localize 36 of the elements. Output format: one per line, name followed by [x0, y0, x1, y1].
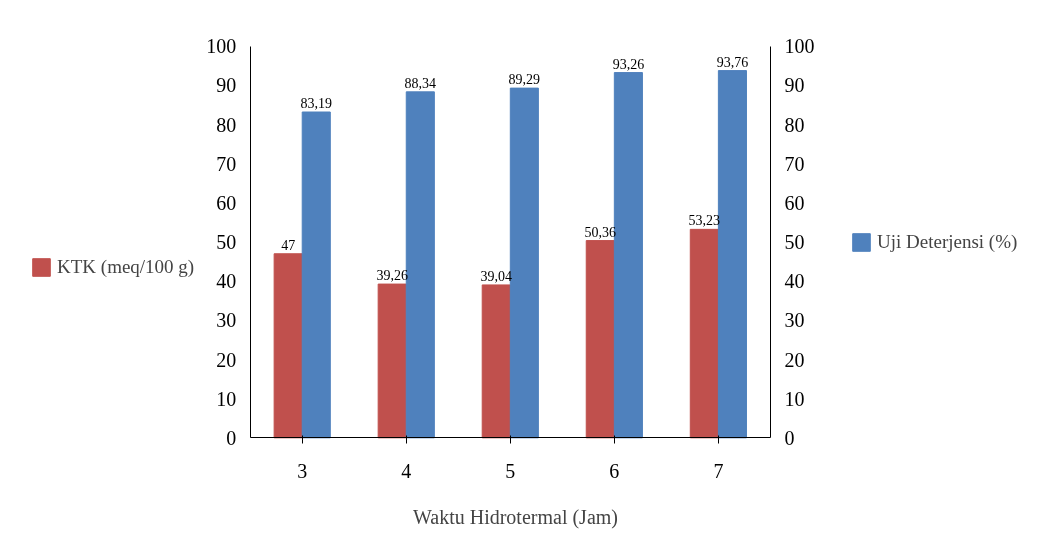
x-tick-label: 6: [609, 459, 620, 482]
y-tick-label: 90: [216, 74, 237, 97]
y-tick-label: 40: [216, 270, 237, 293]
y-tick-label: 50: [216, 231, 237, 253]
y2-tick-label: 40: [784, 270, 805, 293]
legend-label: Uji Deterjensi (%): [877, 231, 1018, 253]
legend-label: KTK (meq/100 g): [57, 256, 195, 278]
data-label: 93,76: [716, 54, 749, 70]
y2-tick-label: 70: [784, 152, 805, 175]
x-axis-title: Waktu Hidrotermal (Jam): [413, 505, 618, 529]
y-tick-label: 100: [206, 35, 237, 58]
y-tick-label: 20: [216, 348, 237, 371]
y-tick-label: 10: [216, 387, 237, 410]
x-tick-label: 7: [713, 459, 724, 482]
y-tick-label: 70: [216, 152, 237, 175]
y2-tick-label: 60: [784, 191, 805, 214]
y2-tick-label: 30: [784, 309, 805, 332]
data-label: 88,34: [404, 75, 437, 91]
y2-tick-label: 10: [784, 387, 805, 410]
y2-tick-label: 0: [784, 426, 795, 449]
x-tick-label: 3: [297, 459, 308, 482]
y2-tick-label: 50: [784, 231, 805, 253]
data-label: 83,19: [300, 96, 333, 112]
y2-tick-label: 80: [784, 113, 805, 136]
data-label: 47: [281, 237, 296, 253]
y-tick-label: 30: [216, 309, 237, 332]
y-tick-label: 60: [216, 191, 237, 214]
data-label: 89,29: [508, 72, 541, 88]
x-tick-label: 5: [505, 459, 516, 482]
data-label: 93,26: [612, 56, 645, 72]
y-tick-label: 0: [226, 426, 237, 449]
x-tick-label: 4: [401, 459, 412, 482]
y2-tick-label: 90: [784, 74, 805, 97]
y-tick-label: 80: [216, 113, 237, 136]
y2-tick-label: 20: [784, 348, 805, 371]
y2-tick-label: 100: [784, 35, 815, 58]
